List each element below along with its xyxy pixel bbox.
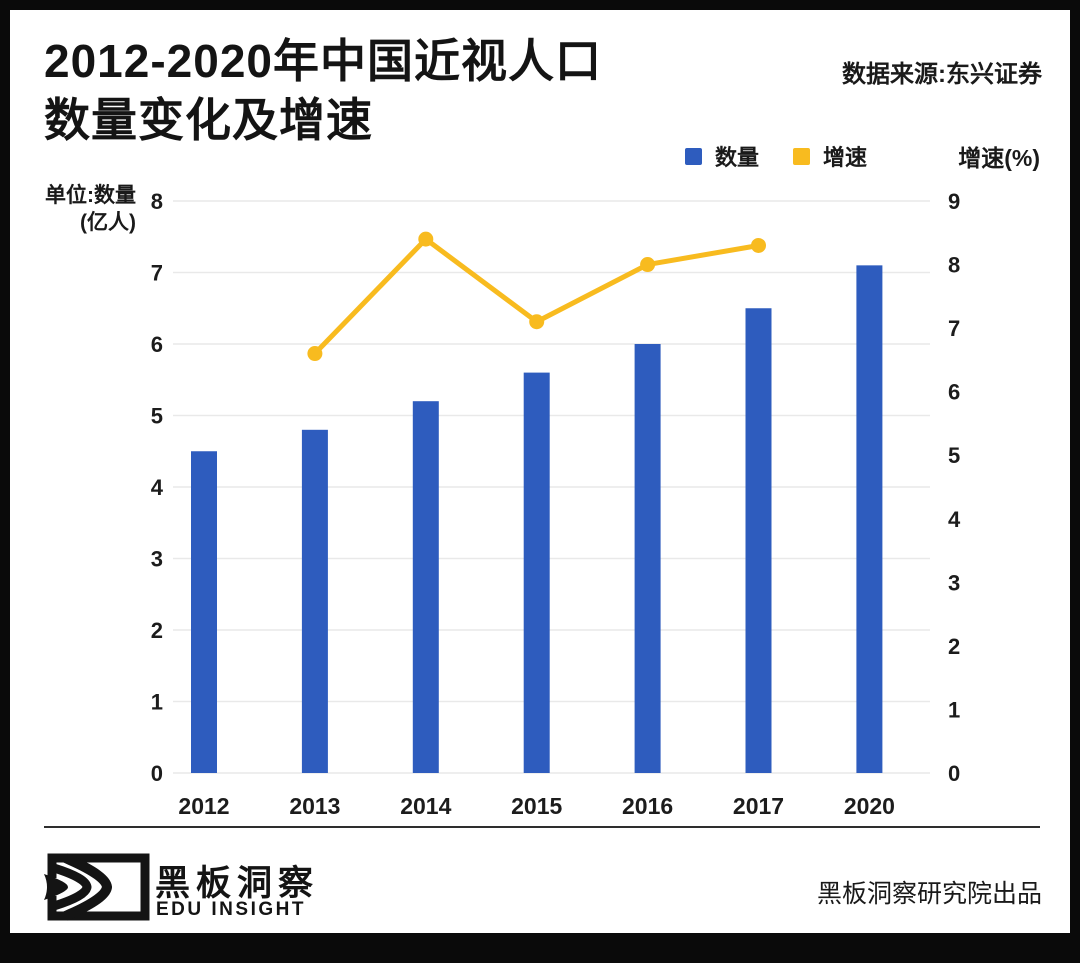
- left-axis-tick: 7: [151, 261, 163, 286]
- right-axis-title: 增速(%): [958, 145, 1040, 171]
- right-axis-tick: 7: [948, 316, 960, 341]
- growth-point-2017: [751, 237, 766, 253]
- left-axis-unit-line2: (亿人): [80, 211, 136, 234]
- infographic-card: 2012-2020年中国近视人口 数量变化及增速 数据来源:东兴证券 数量 增速…: [10, 10, 1070, 933]
- right-axis-tick: 9: [948, 189, 960, 214]
- growth-point-2016: [640, 257, 656, 273]
- chart-plot: 0 1 2 3 4 5 6 7 8 0 1 2 3 4 5 6 7 8 9 2012 2013 2014 2015 2016 2…: [151, 189, 961, 819]
- x-axis-label-2017: 2017: [733, 793, 784, 819]
- x-axis-label-2015: 2015: [511, 793, 562, 819]
- x-axis-label-2014: 2014: [400, 793, 451, 819]
- right-axis-tick: 6: [948, 380, 960, 405]
- chart-legend: 数量 增速: [685, 140, 867, 172]
- chart-title-line2: 数量变化及增速: [44, 94, 373, 146]
- brand-name-cn: 黑板洞察: [155, 864, 320, 903]
- quantity-swatch-icon: [685, 147, 702, 165]
- right-axis-tick: 0: [948, 761, 960, 786]
- data-source-label: 数据来源:东兴证券: [842, 61, 1042, 88]
- right-axis-tick: 5: [948, 443, 960, 468]
- x-axis-label-2012: 2012: [178, 793, 229, 819]
- left-axis-tick: 3: [151, 547, 163, 572]
- bar-2015: [523, 372, 550, 773]
- edu-insight-eye-logo-icon: [44, 853, 150, 921]
- logo-eye-outer: [63, 853, 113, 921]
- bar-2017: [745, 308, 772, 773]
- growth-point-2013: [307, 346, 323, 362]
- right-axis-tick: 3: [948, 570, 960, 595]
- right-axis-tick: 1: [948, 697, 960, 722]
- x-axis-label-2016: 2016: [622, 793, 673, 819]
- logo-eye-pupil: [44, 874, 68, 900]
- left-axis-tick: 1: [151, 690, 163, 715]
- right-axis-tick: 8: [948, 253, 960, 278]
- chart-title-line1: 2012-2020年中国近视人口: [44, 35, 602, 87]
- left-axis-tick: 8: [151, 189, 163, 214]
- right-axis-tick: 4: [948, 507, 961, 532]
- bar-2012: [191, 451, 217, 773]
- legend-item-growth: 增速: [793, 140, 867, 172]
- bar-2014: [412, 401, 439, 773]
- bar-2016: [634, 344, 661, 773]
- growth-point-2014: [418, 231, 434, 247]
- logo-eye-middle: [52, 863, 92, 911]
- bar-2013: [301, 429, 328, 773]
- x-axis-label-2020: 2020: [844, 793, 895, 819]
- chart-title: 2012-2020年中国近视人口 数量变化及增速: [44, 32, 602, 150]
- footer-credit: 黑板洞察研究院出品: [816, 880, 1042, 908]
- legend-label-growth: 增速: [823, 145, 868, 170]
- footer-divider: [44, 826, 1040, 828]
- left-axis-unit: 单位:数量 (亿人): [0, 182, 136, 236]
- left-axis-unit-line1: 单位:数量: [45, 184, 136, 207]
- growth-swatch-icon: [793, 147, 811, 165]
- left-axis-tick: 4: [151, 475, 164, 500]
- legend-item-quantity: 数量: [685, 140, 759, 172]
- x-axis-label-2013: 2013: [289, 793, 340, 819]
- logo-rect: [47, 853, 150, 921]
- left-axis-tick: 2: [151, 618, 163, 643]
- left-axis-tick: 5: [151, 404, 163, 429]
- growth-line: [312, 236, 761, 357]
- bar-2020: [856, 265, 883, 773]
- growth-point-2015: [529, 314, 545, 330]
- legend-label-quantity: 数量: [715, 145, 760, 170]
- left-axis-tick: 0: [151, 761, 163, 786]
- right-axis-tick: 2: [948, 634, 960, 659]
- brand-name-en: EDU INSIGHT: [156, 899, 306, 920]
- left-axis-tick: 6: [151, 332, 163, 357]
